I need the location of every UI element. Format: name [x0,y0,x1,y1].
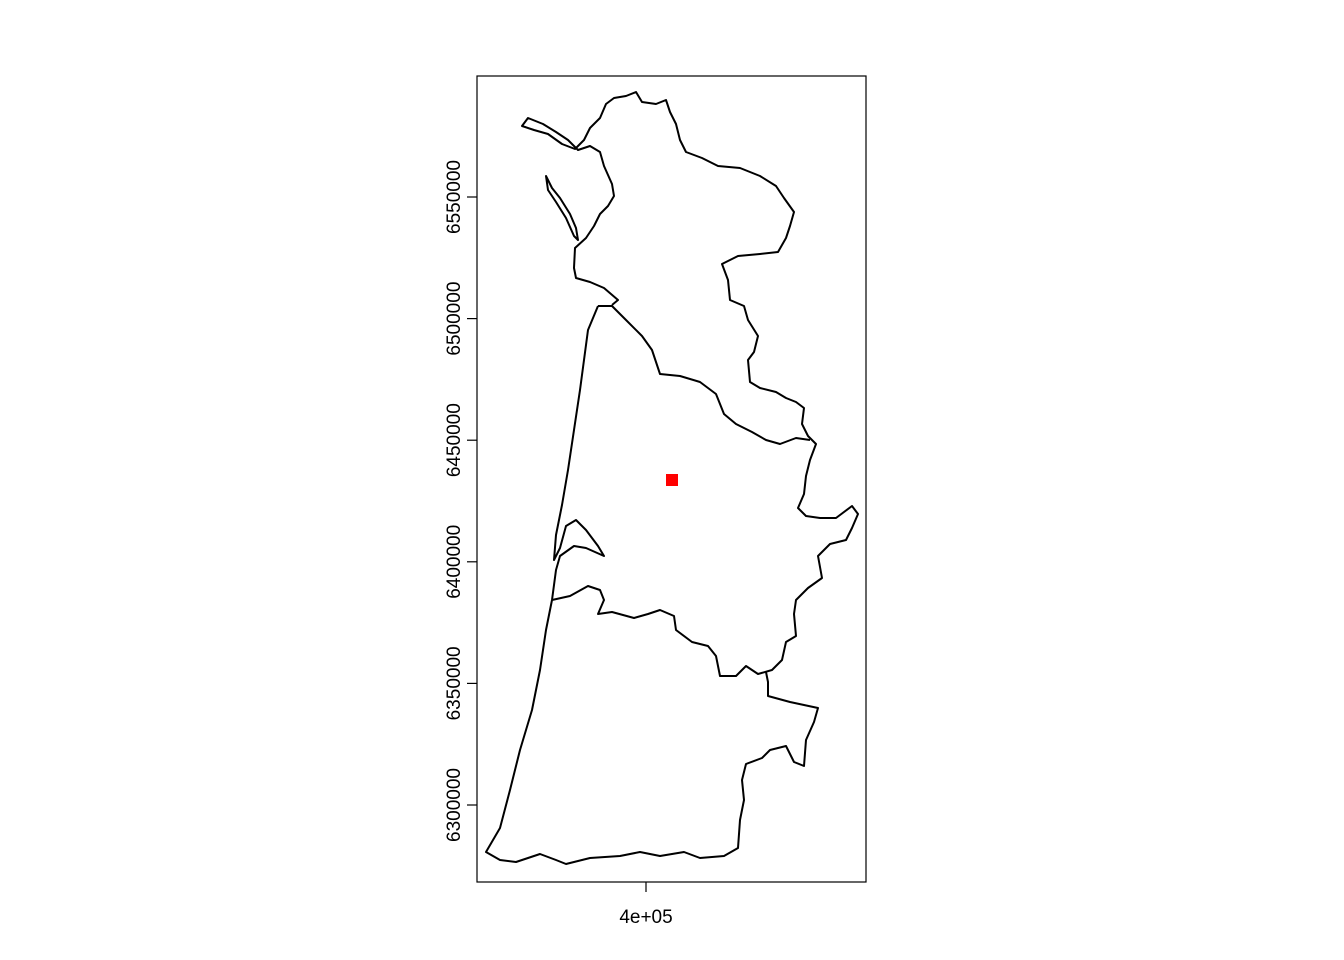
y-tick-label-6450000: 6450000 [444,403,465,477]
region-north-outline [521,91,859,677]
x-tick-label-4e05: 4e+05 [619,907,672,928]
region-outlines [485,91,859,865]
plot-frame [476,75,867,883]
region-south-outline [485,599,819,865]
y-tick-label-6500000: 6500000 [444,282,465,356]
region-coast-central [551,305,605,601]
region-central-outline [598,305,811,445]
x-axis: 4e+05 [619,882,673,928]
y-tick-label-6350000: 6350000 [444,646,465,720]
y-axis: 6300000 6350000 6400000 6450000 6500000 65500… [444,160,477,842]
map-point-marker [666,474,678,486]
y-tick-label-6300000: 6300000 [444,768,465,842]
y-tick-label-6400000: 6400000 [444,525,465,599]
y-tick-label-6550000: 6550000 [444,160,465,234]
isle-north [545,175,579,241]
